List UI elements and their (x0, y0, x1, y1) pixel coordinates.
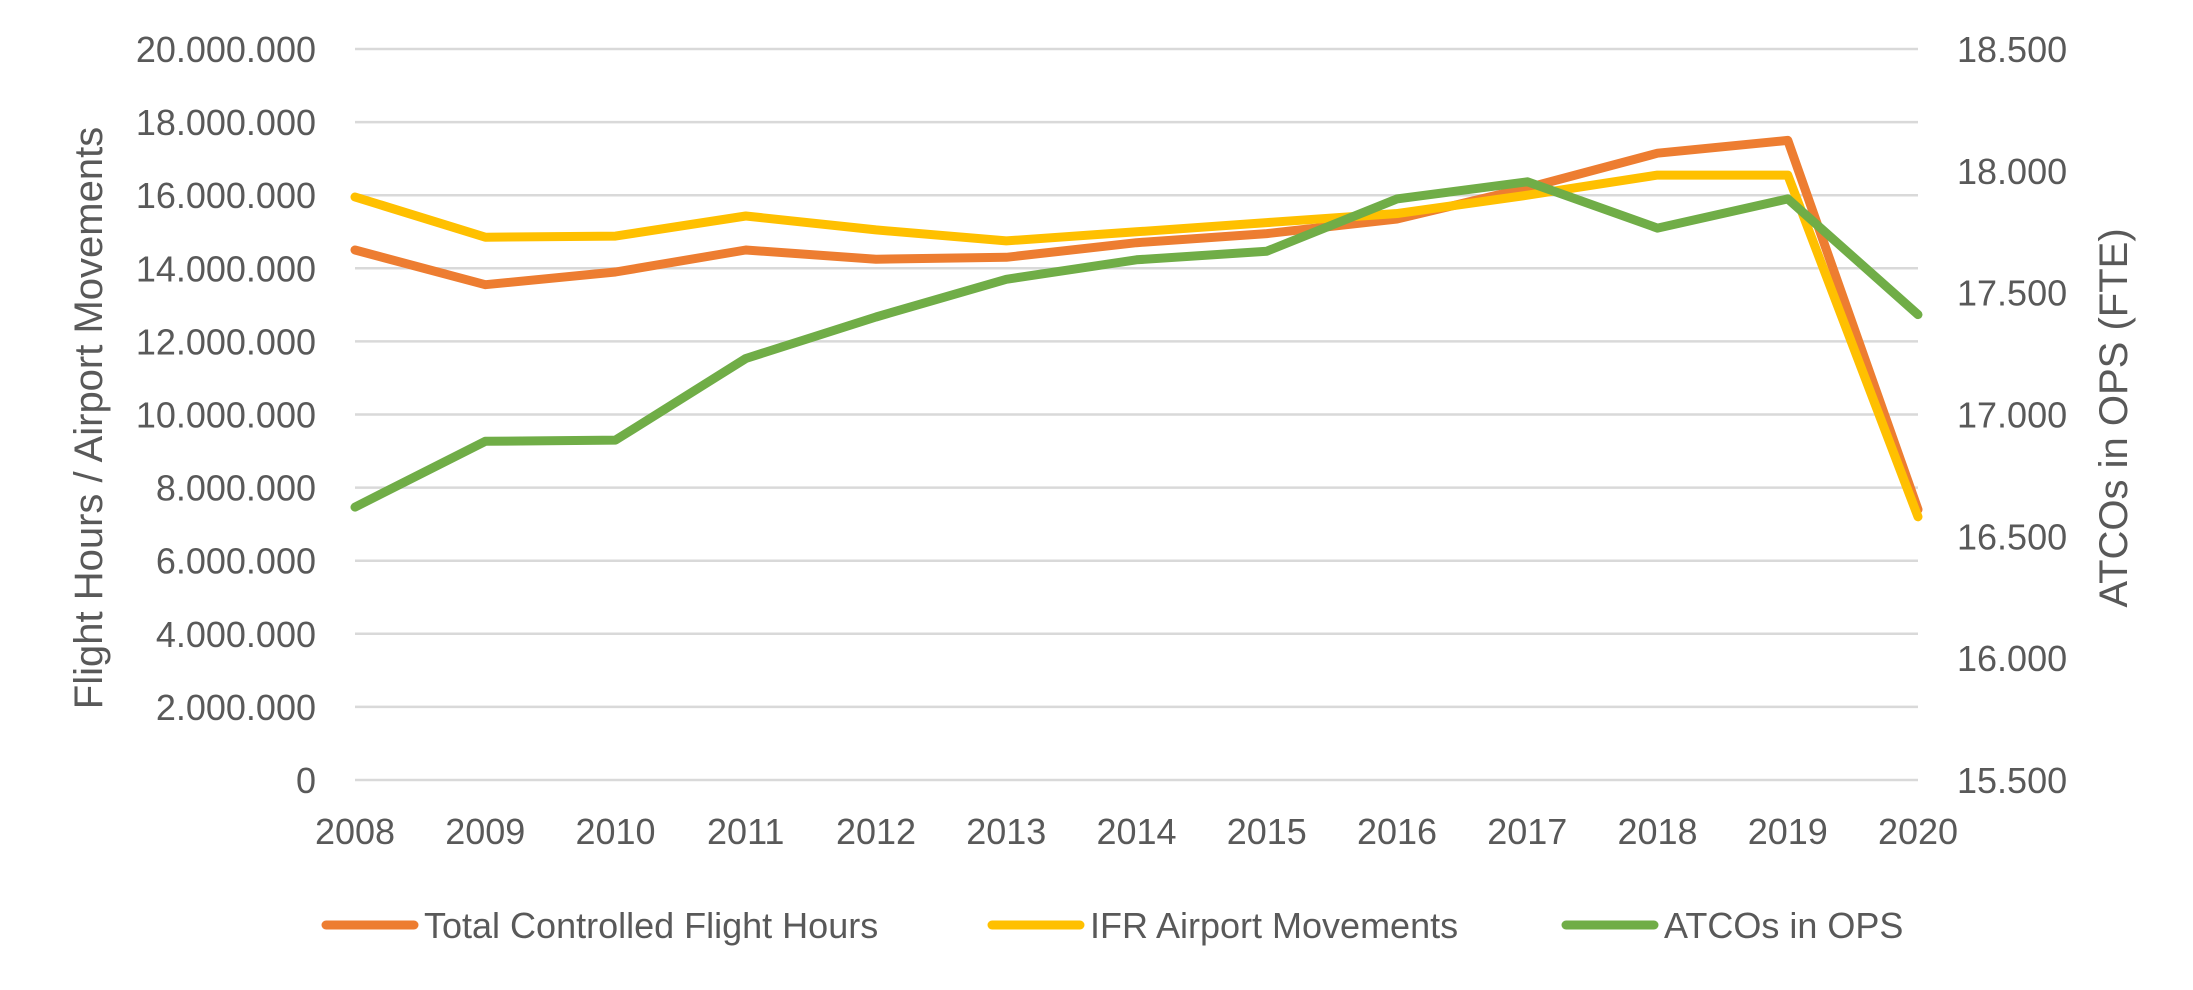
x-tick-label: 2013 (966, 811, 1046, 852)
legend-label: ATCOs in OPS (1664, 905, 1903, 946)
right-tick-label: 17.000 (1957, 395, 2067, 436)
right-axis-title: ATCOs in OPS (FTE) (2092, 228, 2136, 607)
left-tick-label: 14.000.000 (136, 248, 316, 289)
legend-label: Total Controlled Flight Hours (424, 905, 878, 946)
right-tick-label: 15.500 (1957, 760, 2067, 801)
left-tick-label: 18.000.000 (136, 102, 316, 143)
x-axis-ticks: 2008 2009 2010 2011 2012 2013 2014 2015 2016 2017… (315, 811, 1958, 852)
gridlines (355, 47, 1918, 782)
right-tick-label: 16.000 (1957, 638, 2067, 679)
left-tick-label: 8.000.000 (156, 468, 316, 509)
left-axis-title: Flight Hours / Airport Movements (67, 127, 111, 709)
series-line-2 (350, 170, 1923, 522)
x-tick-label: 2008 (315, 811, 395, 852)
left-tick-label: 20.000.000 (136, 29, 316, 70)
x-tick-label: 2019 (1748, 811, 1828, 852)
right-axis-ticks: 15.500 16.000 16.500 17.000 17.500 18.000 18.5… (1957, 29, 2067, 801)
left-axis-ticks: 0 2.000.000 4.000.000 6.000.000 8.000.000 10.… (136, 29, 316, 801)
legend-label: IFR Airport Movements (1090, 905, 1458, 946)
series-line-1 (350, 135, 1923, 514)
right-tick-label: 18.000 (1957, 151, 2067, 192)
x-tick-label: 2012 (836, 811, 916, 852)
series-line-3 (350, 177, 1923, 512)
x-tick-label: 2010 (575, 811, 655, 852)
right-tick-label: 16.500 (1957, 516, 2067, 557)
left-tick-label: 0 (296, 760, 316, 801)
left-tick-label: 2.000.000 (156, 687, 316, 728)
x-tick-label: 2016 (1357, 811, 1437, 852)
left-tick-label: 4.000.000 (156, 614, 316, 655)
x-tick-label: 2009 (445, 811, 525, 852)
series-lines (350, 135, 1923, 522)
right-tick-label: 18.500 (1957, 29, 2067, 70)
left-tick-label: 10.000.000 (136, 395, 316, 436)
x-tick-label: 2014 (1096, 811, 1176, 852)
x-tick-label: 2015 (1227, 811, 1307, 852)
x-tick-label: 2018 (1617, 811, 1697, 852)
left-tick-label: 6.000.000 (156, 541, 316, 582)
x-tick-label: 2017 (1487, 811, 1567, 852)
x-tick-label: 2011 (707, 811, 784, 852)
x-tick-label: 2020 (1878, 811, 1958, 852)
right-tick-label: 17.500 (1957, 273, 2067, 314)
legend: Total Controlled Flight Hours IFR Airport… (321, 905, 1903, 946)
left-tick-label: 12.000.000 (136, 321, 316, 362)
left-tick-label: 16.000.000 (136, 175, 316, 216)
